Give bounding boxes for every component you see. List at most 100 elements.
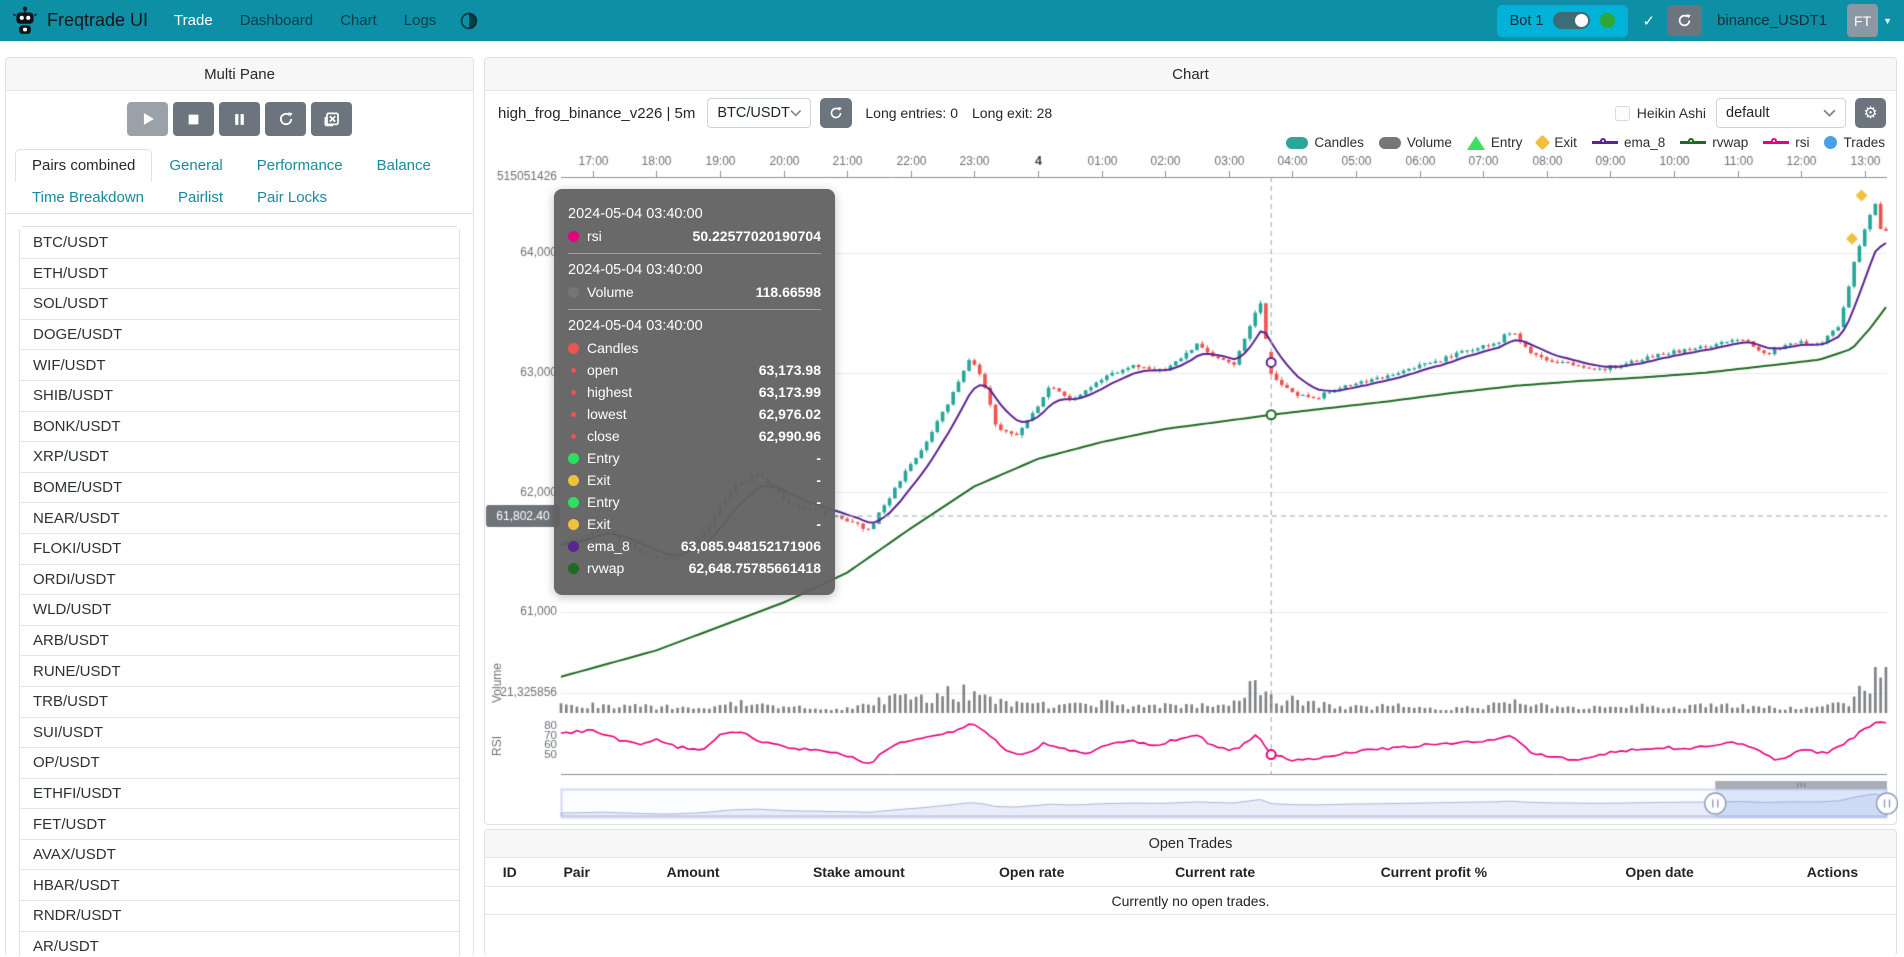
avatar[interactable]: FT (1847, 4, 1879, 37)
nav-link-trade[interactable]: Trade (174, 12, 213, 29)
pair-row[interactable]: XRP/USDT (20, 441, 459, 472)
tooltip-label: highest (587, 384, 633, 400)
reload-bot-button[interactable] (1667, 5, 1703, 36)
heikin-ashi-checkbox[interactable] (1614, 105, 1630, 121)
pair-row[interactable]: BOME/USDT (20, 471, 459, 503)
navbar: Freqtrade UI Trade Dashboard Chart Logs … (0, 0, 1904, 41)
tooltip-row-candles: Candles (568, 337, 821, 359)
tooltip-label: lowest (587, 406, 627, 422)
pair-row[interactable]: HBAR/USDT (20, 869, 459, 901)
legend-item-rsi[interactable]: rsi (1763, 135, 1809, 150)
tab-time-breakdown[interactable]: Time Breakdown (32, 189, 144, 206)
legend-item-entry[interactable]: Entry (1466, 135, 1523, 150)
theme-toggle-icon[interactable] (460, 12, 478, 30)
pair-row[interactable]: AVAX/USDT (20, 838, 459, 870)
tooltip-timestamp: 2024-05-04 03:40:00 (568, 206, 703, 222)
pair-row[interactable]: SUI/USDT (20, 716, 459, 748)
heikin-ashi-label: Heikin Ashi (1636, 105, 1706, 121)
tab-pair-locks[interactable]: Pair Locks (257, 189, 328, 206)
pair-row[interactable]: BONK/USDT (20, 410, 459, 442)
pair-row[interactable]: TRB/USDT (20, 685, 459, 717)
plot-settings-button[interactable]: ⚙ (1855, 98, 1886, 128)
pair-row[interactable]: ARB/USDT (20, 624, 459, 656)
pair-row[interactable]: RUNE/USDT (20, 655, 459, 686)
legend-label: Entry (1490, 135, 1523, 150)
account-name: binance_USDT1 (1717, 12, 1828, 29)
pair-row[interactable]: OP/USDT (20, 747, 459, 778)
tooltip-value: - (816, 450, 821, 466)
column-header-open-rate: Open rate (999, 864, 1065, 880)
rsi-legend-marker-icon (1763, 137, 1790, 144)
tab-pairs-combined[interactable]: Pairs combined (15, 149, 153, 182)
stop-button[interactable] (173, 102, 214, 136)
tooltip-label: Exit (587, 472, 611, 488)
chart-tooltip: 2024-05-04 03:40:00 rsi 50.22577020190704 2… (554, 189, 835, 595)
plot-config-select[interactable]: default (1716, 98, 1846, 128)
pair-select[interactable]: BTC/USDT (707, 98, 812, 128)
tooltip-value: - (816, 516, 821, 532)
column-header-actions: Actions (1806, 864, 1859, 880)
bot-online-indicator (1600, 13, 1616, 28)
bot-toggle[interactable] (1553, 12, 1591, 29)
column-header-current-profit-: Current profit % (1380, 864, 1488, 880)
column-header-current-rate: Current rate (1175, 864, 1256, 880)
tab-general[interactable]: General (169, 157, 223, 174)
tooltip-row-rvwap: rvwap 62,648.75785661418 (568, 557, 821, 579)
pair-row[interactable]: ETH/USDT (20, 257, 459, 289)
tab-balance[interactable]: Balance (376, 157, 431, 174)
open-trades-empty-message: Currently no open trades. (485, 887, 1896, 915)
multi-pane-title: Multi Pane (6, 58, 473, 91)
chevron-down-icon[interactable]: ▼ (1883, 15, 1892, 26)
pair-row[interactable]: FLOKI/USDT (20, 532, 459, 564)
tooltip-label: Exit (587, 516, 611, 532)
tooltip-value: - (816, 494, 821, 510)
nav-link-chart[interactable]: Chart (340, 12, 377, 29)
pair-row[interactable]: AR/USDT (20, 930, 459, 956)
nav-link-logs[interactable]: Logs (403, 12, 437, 29)
pair-row[interactable]: WIF/USDT (20, 349, 459, 380)
check-icon: ✓ (1642, 12, 1656, 30)
pair-row[interactable]: DOGE/USDT (20, 318, 459, 350)
open-trades-header-row: ID Pair Amount Stake amount Open rate Current… (485, 858, 1896, 887)
refresh-chart-button[interactable] (820, 98, 853, 128)
pair-row[interactable]: ETHFI/USDT (20, 777, 459, 809)
play-button[interactable] (127, 102, 168, 136)
series-dot-icon (568, 286, 579, 298)
pair-row[interactable]: SHIB/USDT (20, 379, 459, 411)
tab-performance[interactable]: Performance (256, 157, 343, 174)
legend-item-candles[interactable]: Candles (1286, 135, 1364, 150)
series-dot-icon (568, 230, 579, 242)
legend-item-trades[interactable]: Trades (1824, 135, 1885, 150)
tooltip-row-close: close 62,990.96 (568, 425, 821, 447)
legend-item-rvwap[interactable]: rvwap (1680, 135, 1748, 150)
column-header-amount: Amount (666, 864, 720, 880)
pair-row[interactable]: RNDR/USDT (20, 900, 459, 931)
entry-legend-marker-icon (1466, 135, 1485, 150)
pair-row[interactable]: WLD/USDT (20, 594, 459, 625)
legend-item-volume[interactable]: Volume (1378, 135, 1452, 150)
legend-item-exit[interactable]: Exit (1535, 134, 1577, 151)
pause-button[interactable] (219, 102, 260, 136)
rvwap-legend-marker-icon (1680, 137, 1707, 144)
tooltip-row-exit: Exit - (568, 513, 821, 535)
series-dot-icon (568, 342, 579, 354)
bot-selector[interactable]: Bot 1 (1496, 4, 1629, 37)
tooltip-value: 118.66598 (755, 284, 821, 300)
trades-legend-marker-icon (1824, 136, 1838, 149)
series-dot-icon (568, 540, 579, 552)
pair-row[interactable]: FET/USDT (20, 808, 459, 839)
tooltip-label: Candles (587, 340, 639, 356)
pair-row[interactable]: BTC/USDT (20, 227, 459, 258)
cancel-open-orders-button[interactable] (311, 102, 352, 136)
open-trades-title: Open Trades (485, 830, 1896, 858)
tooltip-label: open (587, 362, 619, 378)
pair-row[interactable]: NEAR/USDT (20, 502, 459, 533)
tab-pairlist[interactable]: Pairlist (178, 189, 224, 206)
pair-row[interactable]: SOL/USDT (20, 288, 459, 319)
pair-row[interactable]: ORDI/USDT (20, 563, 459, 595)
tooltip-value: - (816, 472, 821, 488)
tooltip-value: 62,648.75785661418 (688, 560, 821, 576)
legend-item-ema_8[interactable]: ema_8 (1591, 135, 1665, 150)
nav-link-dashboard[interactable]: Dashboard (239, 12, 314, 29)
reload-config-button[interactable] (265, 102, 306, 136)
